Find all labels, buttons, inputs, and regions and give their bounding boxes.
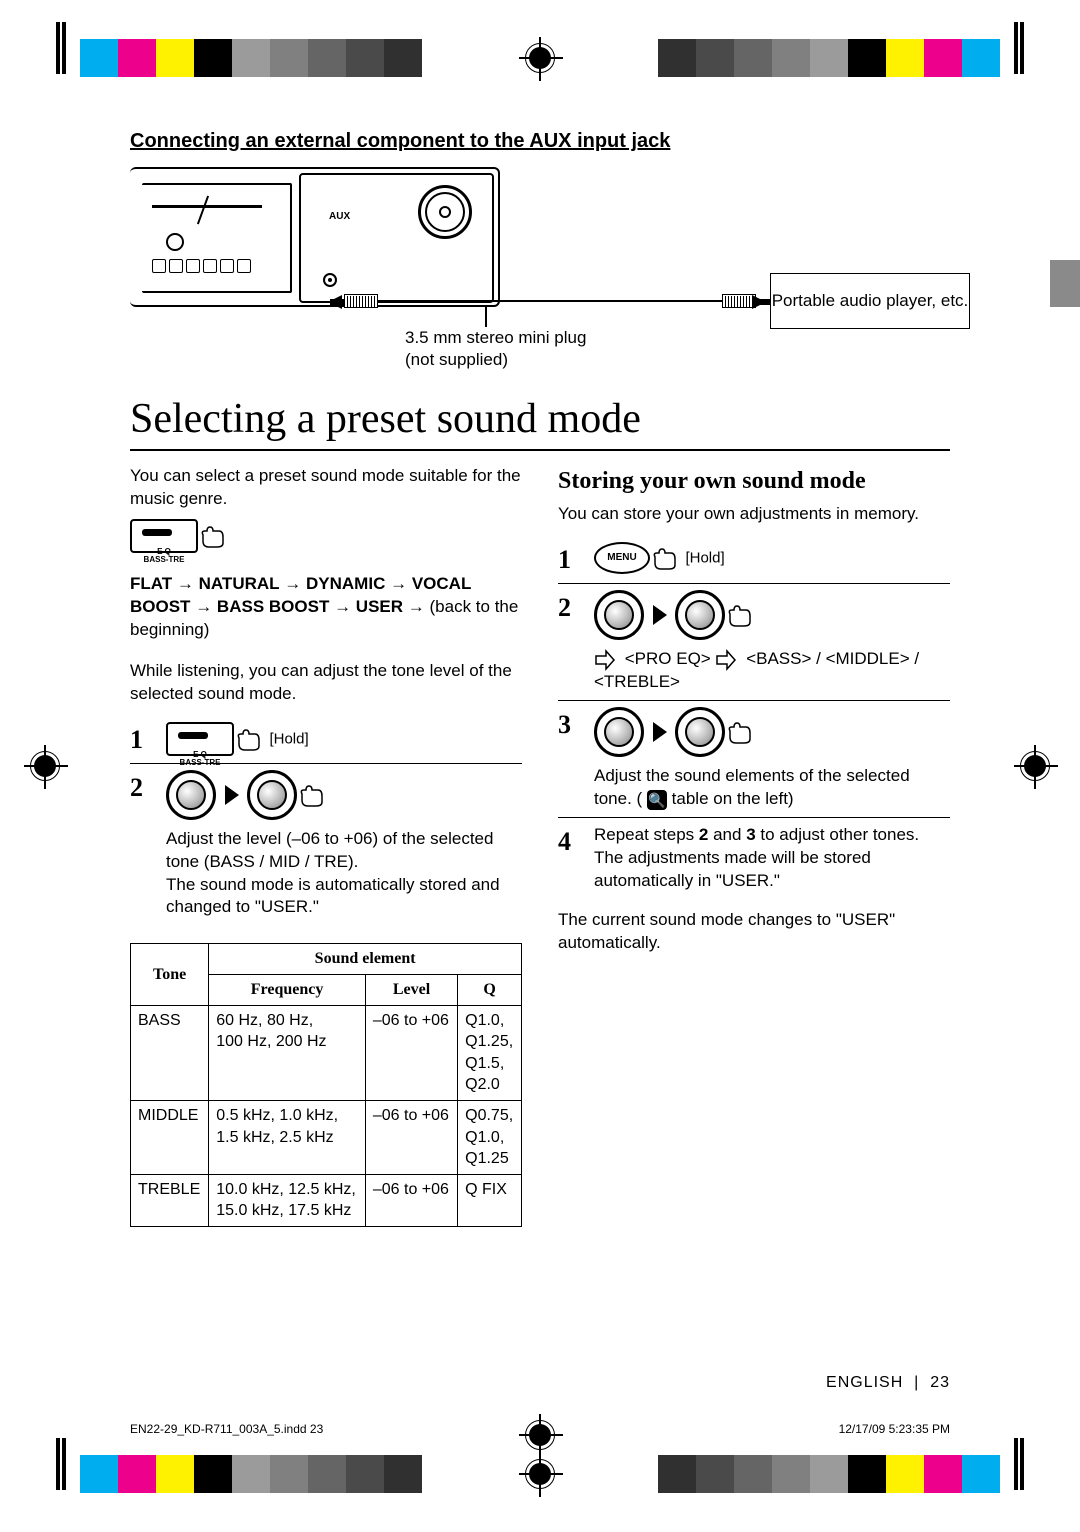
hand-press-icon xyxy=(233,726,265,752)
eq-button-icon: E QBASS-TRE xyxy=(166,722,234,756)
outline-arrow-icon xyxy=(715,649,737,671)
arrow-right-icon xyxy=(225,785,239,805)
aux-diagram: AUX Portable audio player, etc. 3.5 mm s… xyxy=(130,167,950,367)
th-q: Q xyxy=(458,975,522,1006)
reg-squares-left xyxy=(80,39,422,77)
storing-heading: Storing your own sound mode xyxy=(558,465,950,497)
storing-intro: You can store your own adjustments in me… xyxy=(558,503,950,526)
step-1: 1 MENU [Hold] xyxy=(558,536,950,584)
registration-bar-top xyxy=(0,28,1080,88)
hand-press-icon xyxy=(296,782,328,808)
section-heading: Connecting an external component to the … xyxy=(130,130,950,153)
step-3: 3 Adjust the sound elements of the selec… xyxy=(558,701,950,818)
knob-icon xyxy=(675,590,725,640)
table-row: MIDDLE0.5 kHz, 1.0 kHz, 1.5 kHz, 2.5 kHz… xyxy=(131,1100,522,1174)
step-2: 2 Adjust the level (–06 to +06) of the s… xyxy=(130,764,522,926)
plug-note: 3.5 mm stereo mini plug(not supplied) xyxy=(405,327,586,371)
right-column: Storing your own sound mode You can stor… xyxy=(558,465,950,1227)
th-level: Level xyxy=(365,975,457,1006)
reg-squares-right xyxy=(658,39,1000,77)
player-label: Portable audio player, etc. xyxy=(770,273,970,329)
mode-sequence: FLAT → NATURAL → DYNAMIC → VOCAL BOOST →… xyxy=(130,573,522,642)
page-title: Selecting a preset sound mode xyxy=(130,395,950,451)
outline-arrow-icon xyxy=(594,649,616,671)
table-row: TREBLE10.0 kHz, 12.5 kHz, 15.0 kHz, 17.5… xyxy=(131,1174,522,1226)
hand-press-icon xyxy=(197,523,229,549)
knob-icon xyxy=(166,770,216,820)
knob-icon xyxy=(594,707,644,757)
registration-mark-icon xyxy=(525,43,555,73)
registration-mark-icon xyxy=(525,1459,555,1489)
hand-press-icon xyxy=(724,719,756,745)
step-2: 2 <PRO EQ> <BASS> / <MIDDLE> / <TREBLE> xyxy=(558,584,950,701)
th-sound: Sound element xyxy=(209,944,522,975)
hand-press-icon xyxy=(649,545,681,571)
eq-button-icon: E QBASS-TRE xyxy=(130,519,198,553)
left-column: You can select a preset sound mode suita… xyxy=(130,465,522,1227)
tone-table: Tone Sound element Frequency Level Q BAS… xyxy=(130,943,522,1227)
hold-label: [Hold] xyxy=(685,550,724,567)
knob-icon xyxy=(247,770,297,820)
page-footer: ENGLISH | 23 xyxy=(130,1374,950,1392)
menu-button-icon: MENU xyxy=(594,542,650,574)
arrow-right-icon xyxy=(653,722,667,742)
closing-text: The current sound mode changes to "USER"… xyxy=(558,909,950,955)
aux-label: AUX xyxy=(329,211,350,222)
step-4: 4 Repeat steps 2 and 3 to adjust other t… xyxy=(558,818,950,899)
hold-label: [Hold] xyxy=(269,730,308,747)
path-text: <PRO EQ> xyxy=(625,649,711,668)
para2: While listening, you can adjust the tone… xyxy=(130,660,522,706)
th-tone: Tone xyxy=(131,944,209,1005)
timestamp: 12/17/09 5:23:35 PM xyxy=(839,1422,950,1436)
intro-text: You can select a preset sound mode suita… xyxy=(130,465,522,511)
registration-bar-bottom xyxy=(0,1444,1080,1504)
aux-jack-icon xyxy=(418,185,472,239)
th-freq: Frequency xyxy=(209,975,366,1006)
registration-mark-icon xyxy=(30,751,60,781)
magnifier-icon: 🔍 xyxy=(647,790,667,810)
knob-icon xyxy=(675,707,725,757)
table-row: BASS60 Hz, 80 Hz, 100 Hz, 200 Hz–06 to +… xyxy=(131,1005,522,1100)
step-1: 1 E QBASS-TRE [Hold] xyxy=(130,716,522,764)
hand-press-icon xyxy=(724,602,756,628)
side-tab xyxy=(1050,260,1080,307)
knob-icon xyxy=(594,590,644,640)
arrow-right-icon xyxy=(653,605,667,625)
file-name: EN22-29_KD-R711_003A_5.indd 23 xyxy=(130,1422,323,1436)
registration-mark-icon xyxy=(1020,751,1050,781)
print-meta: EN22-29_KD-R711_003A_5.indd 23 12/17/09 … xyxy=(130,1422,950,1436)
page-content: Connecting an external component to the … xyxy=(130,130,950,1392)
